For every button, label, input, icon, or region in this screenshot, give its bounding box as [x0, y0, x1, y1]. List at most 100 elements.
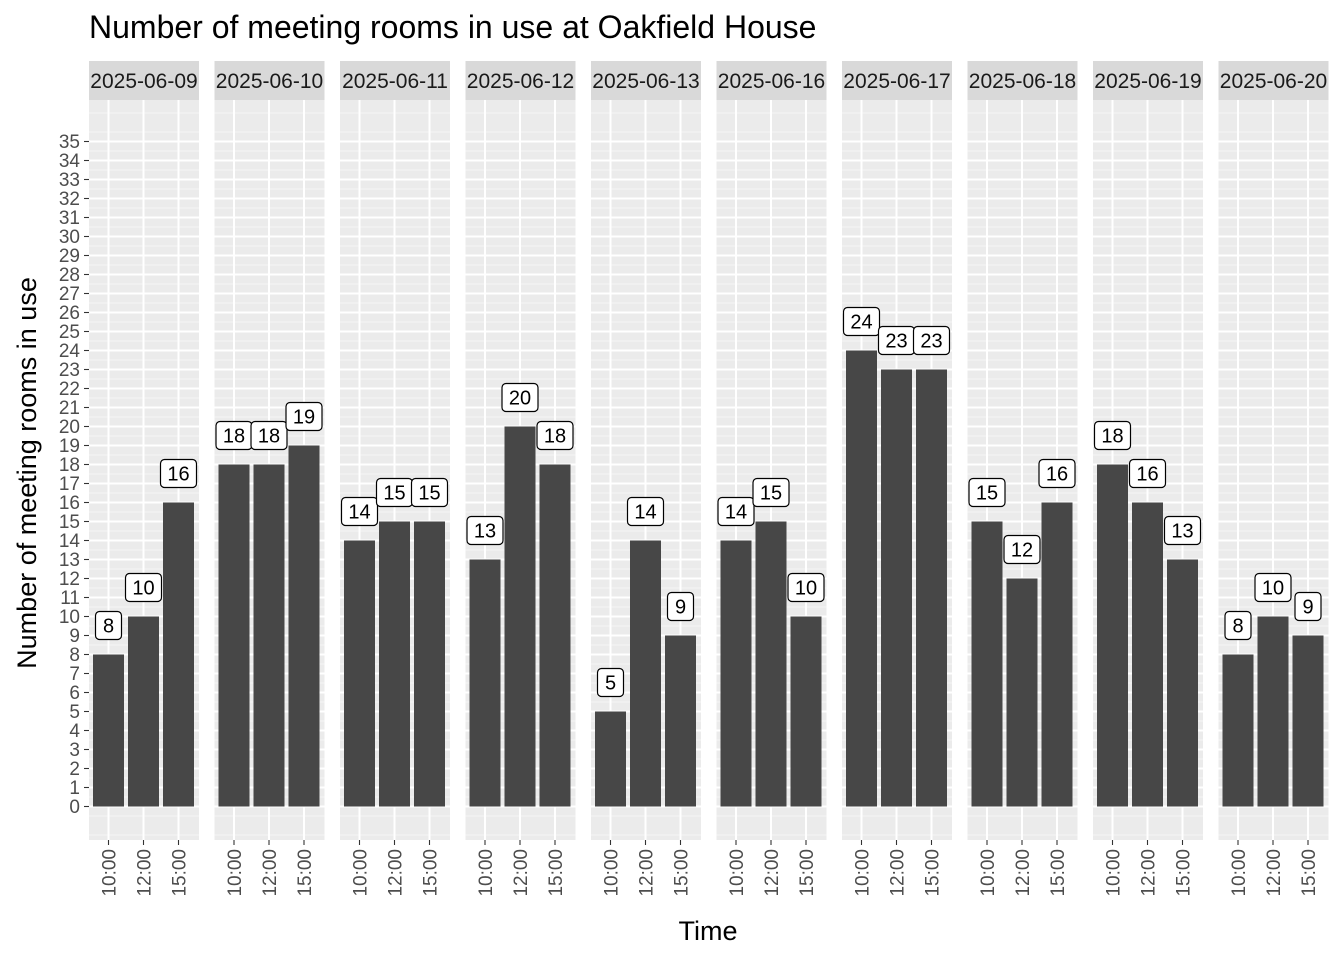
data-label: 8 — [1232, 616, 1243, 638]
y-tick-label: 18 — [59, 455, 80, 476]
bar — [790, 616, 822, 807]
y-tick-label: 24 — [59, 341, 81, 362]
x-tick-label: 15:00 — [1299, 849, 1320, 897]
y-tick-label: 27 — [59, 284, 80, 305]
data-label-box — [1093, 420, 1132, 451]
bar — [881, 369, 912, 807]
x-tick-label: 15:00 — [546, 849, 567, 897]
bar — [288, 445, 320, 807]
data-label: 24 — [850, 312, 872, 334]
data-label-box — [536, 420, 574, 451]
y-axis-title: Number of meeting rooms in use — [12, 277, 42, 669]
bar — [916, 369, 947, 807]
data-label: 15 — [418, 483, 440, 505]
facet-strip — [89, 61, 199, 100]
y-tick-label: 1 — [69, 778, 80, 799]
bar — [344, 540, 375, 807]
x-tick-label: 12:00 — [386, 849, 407, 897]
data-label-box — [842, 306, 881, 337]
facet-strip-label: 2025-06-09 — [90, 70, 197, 93]
y-tick-label: 9 — [69, 626, 80, 647]
data-label-box — [626, 496, 665, 527]
y-tick-label: 25 — [59, 322, 80, 343]
x-tick-label: 15:00 — [170, 849, 191, 897]
x-tick-label: 12:00 — [260, 849, 281, 897]
x-tick-label: 15:00 — [672, 849, 693, 897]
y-tick-label: 8 — [69, 645, 80, 666]
bar — [1097, 464, 1128, 807]
data-label: 13 — [1171, 521, 1193, 543]
data-label-box — [94, 610, 123, 641]
data-label: 10 — [132, 578, 154, 600]
data-label: 23 — [885, 331, 907, 353]
y-tick-label: 15 — [59, 512, 80, 533]
y-tick-label: 34 — [59, 151, 81, 172]
y-tick-label: 10 — [59, 607, 80, 628]
y-tick-label: 30 — [59, 227, 80, 248]
x-tick-label: 12:00 — [511, 849, 532, 897]
y-tick-label: 28 — [59, 265, 80, 286]
y-tick-label: 35 — [59, 132, 80, 153]
data-label: 18 — [223, 426, 245, 448]
bar — [539, 464, 571, 807]
facet-strip-label: 2025-06-12 — [467, 70, 574, 93]
x-tick-label: 12:00 — [135, 849, 156, 897]
bar — [1257, 616, 1289, 807]
facet-panel: 2025-06-13 5 14 9 10:00 12:00 15:00 — [591, 61, 701, 897]
y-axis: 0123456789101112131415161718192021222324… — [59, 132, 89, 818]
x-tick-label: 15:00 — [295, 849, 316, 897]
data-label: 16 — [167, 464, 189, 486]
x-tick-label: 12:00 — [1013, 849, 1034, 897]
facet-panel: 2025-06-19 18 16 13 10:00 12:00 15:00 — [1093, 61, 1203, 897]
data-label: 18 — [1101, 426, 1123, 448]
facet-strip — [340, 61, 450, 100]
facet-strip — [1218, 61, 1329, 100]
data-label: 16 — [1046, 464, 1068, 486]
bar — [1132, 502, 1163, 807]
bar — [755, 521, 787, 807]
data-label: 16 — [1136, 464, 1158, 486]
x-tick-label: 10:00 — [1229, 849, 1250, 897]
bar — [630, 540, 661, 807]
x-tick-label: 15:00 — [1174, 849, 1195, 897]
data-label-box — [410, 477, 449, 508]
data-label-box — [250, 420, 288, 451]
y-tick-label: 2 — [69, 759, 80, 780]
y-tick-label: 7 — [69, 664, 80, 685]
bar — [218, 464, 250, 807]
data-label-box — [752, 477, 790, 508]
data-label-box — [1003, 534, 1041, 565]
data-label-box — [787, 572, 825, 603]
x-tick-label: 10:00 — [727, 849, 748, 897]
facet-panel: 2025-06-18 15 12 16 10:00 12:00 15:00 — [967, 61, 1078, 897]
x-tick-label: 10:00 — [602, 849, 623, 897]
facet-panel: 2025-06-20 8 10 9 10:00 12:00 15:00 — [1218, 61, 1329, 897]
y-tick-label: 5 — [69, 702, 80, 723]
x-tick-label: 10:00 — [100, 849, 121, 897]
data-label: 9 — [1302, 597, 1313, 619]
data-label-box — [340, 496, 379, 527]
bar — [720, 540, 752, 807]
x-tick-label: 15:00 — [421, 849, 442, 897]
facet-strip-label: 2025-06-19 — [1094, 70, 1201, 93]
bar — [665, 635, 696, 807]
data-label-box — [596, 667, 625, 698]
x-tick-label: 10:00 — [853, 849, 874, 897]
x-tick-label: 10:00 — [476, 849, 497, 897]
y-tick-label: 26 — [59, 303, 80, 324]
y-tick-label: 4 — [69, 721, 80, 742]
facet-panel: 2025-06-12 13 20 18 10:00 12:00 15:00 — [465, 61, 576, 897]
data-label-box — [159, 458, 198, 489]
facet-strip-label: 2025-06-11 — [342, 70, 448, 93]
y-tick-label: 19 — [59, 436, 80, 457]
data-label-box — [1163, 515, 1202, 546]
data-label: 9 — [675, 597, 686, 619]
data-label-box — [1254, 572, 1292, 603]
bar — [971, 521, 1003, 807]
facet-panel: 2025-06-09 8 10 16 10:00 12:00 15:00 — [89, 61, 199, 897]
data-label: 15 — [976, 483, 998, 505]
data-label: 5 — [605, 673, 616, 695]
data-label: 18 — [544, 426, 566, 448]
bar — [504, 426, 536, 807]
